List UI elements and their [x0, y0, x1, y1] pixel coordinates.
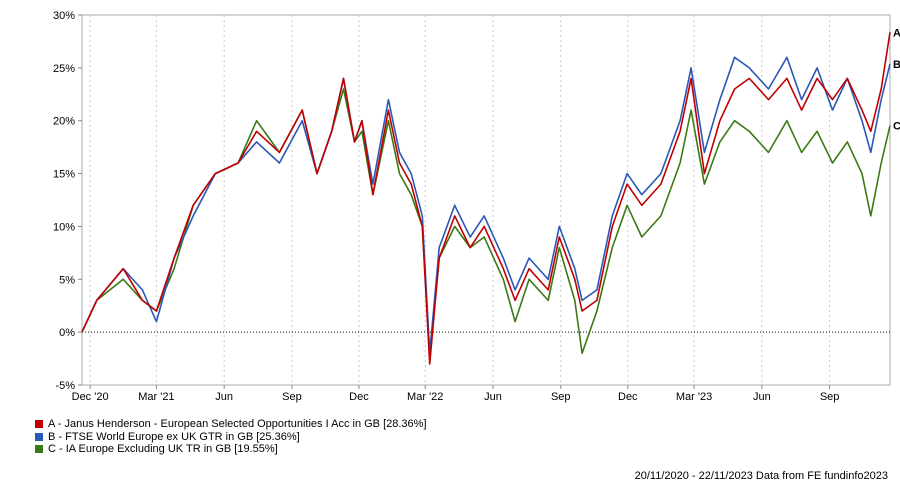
x-tick-label: Mar '23 — [676, 391, 712, 403]
legend-label-b: B - FTSE World Europe ex UK GTR in GB [2… — [48, 430, 300, 443]
series-line-a — [81, 32, 891, 365]
series-end-labels: A B C — [893, 27, 900, 132]
series-line-c — [81, 88, 891, 355]
legend-item-b: B - FTSE World Europe ex UK GTR in GB [2… — [35, 431, 427, 444]
series-line-b — [81, 56, 891, 355]
end-label-b: B — [893, 59, 900, 71]
x-tick-label: Sep — [820, 391, 840, 403]
end-label-a: A — [893, 27, 900, 39]
series-lines — [81, 32, 891, 365]
legend: A - Janus Henderson - European Selected … — [35, 418, 427, 456]
y-tick-label: 5% — [59, 274, 75, 286]
end-label-c: C — [893, 120, 900, 132]
x-tick-label: Jun — [215, 391, 233, 403]
x-tick-label: Dec — [618, 391, 638, 403]
y-tick-label: 25% — [53, 63, 75, 75]
legend-swatch-b — [35, 432, 43, 441]
y-tick-label: -5% — [55, 380, 75, 392]
x-tick-label: Jun — [484, 391, 502, 403]
x-axis-ticks: Dec '20 Mar '21 Jun Sep Dec Mar '22 Jun Sep Dec M… — [72, 385, 840, 403]
x-tick-label: Mar '21 — [138, 391, 174, 403]
legend-item-c: C - IA Europe Excluding UK TR in GB [19.… — [35, 443, 427, 456]
y-tick-label: 30% — [53, 10, 75, 22]
x-tick-label: Dec — [349, 391, 369, 403]
y-axis-ticks: 30% 25% 20% 15% 10% 5% 0% -5% — [53, 10, 82, 392]
plot-area — [81, 14, 891, 386]
legend-swatch-c — [35, 445, 43, 454]
x-tick-label: Sep — [282, 391, 302, 403]
grid-lines — [89, 15, 831, 385]
y-tick-label: 0% — [59, 327, 75, 339]
legend-item-a: A - Janus Henderson - European Selected … — [35, 418, 427, 431]
line-chart: 30% 25% 20% 15% 10% 5% 0% -5% Dec '20 Mar '21 Jun… — [53, 10, 900, 403]
y-tick-label: 10% — [53, 221, 75, 233]
x-tick-label: Dec '20 — [72, 391, 109, 403]
legend-swatch-a — [35, 420, 43, 429]
x-tick-label: Jun — [753, 391, 771, 403]
legend-label-a: A - Janus Henderson - European Selected … — [48, 418, 427, 430]
y-tick-label: 15% — [53, 169, 75, 181]
y-tick-label: 20% — [53, 116, 75, 128]
x-tick-label: Mar '22 — [407, 391, 443, 403]
legend-label-c: C - IA Europe Excluding UK TR in GB [19.… — [48, 443, 278, 455]
footer-source: 20/11/2020 - 22/11/2023 Data from FE fun… — [634, 470, 888, 482]
x-tick-label: Sep — [551, 391, 571, 403]
